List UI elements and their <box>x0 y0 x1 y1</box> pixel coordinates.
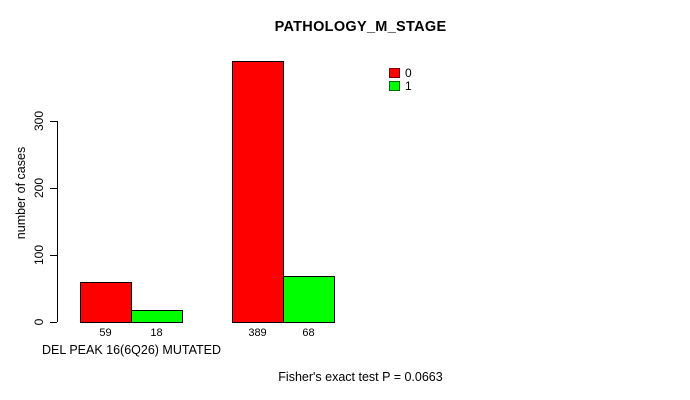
legend-label: 1 <box>405 78 412 93</box>
legend-label: 0 <box>405 65 412 80</box>
y-axis-line <box>57 121 58 322</box>
y-axis-tick-label: 300 <box>32 110 46 132</box>
y-axis-label: number of cases <box>14 146 28 240</box>
y-axis-tick-label: 100 <box>32 244 46 266</box>
bar-series1-group1 <box>283 276 335 323</box>
y-axis-tick-label: 200 <box>32 177 46 199</box>
legend-entry: 1 <box>389 79 412 92</box>
legend-swatch-icon <box>389 67 400 78</box>
bar-series0-group1 <box>232 61 284 323</box>
bar-series0-group0 <box>80 282 132 323</box>
x-axis-label: DEL PEAK 16(6Q26) MUTATED <box>42 343 221 357</box>
legend-swatch-icon <box>389 80 400 91</box>
y-axis-tick <box>50 322 57 323</box>
y-axis-tick <box>50 188 57 189</box>
y-axis-tick <box>50 255 57 256</box>
bar-value-label: 68 <box>302 327 315 339</box>
bar-value-label: 18 <box>150 327 163 339</box>
bar-series1-group0 <box>131 310 183 323</box>
chart-title: PATHOLOGY_M_STAGE <box>274 19 447 35</box>
footnote: Fisher's exact test P = 0.0663 <box>278 370 443 384</box>
y-axis-tick <box>50 121 57 122</box>
y-axis-tick-label: 0 <box>32 318 46 326</box>
bar-value-label: 389 <box>248 327 267 339</box>
legend-entry: 0 <box>389 66 412 79</box>
bar-value-label: 59 <box>99 327 112 339</box>
